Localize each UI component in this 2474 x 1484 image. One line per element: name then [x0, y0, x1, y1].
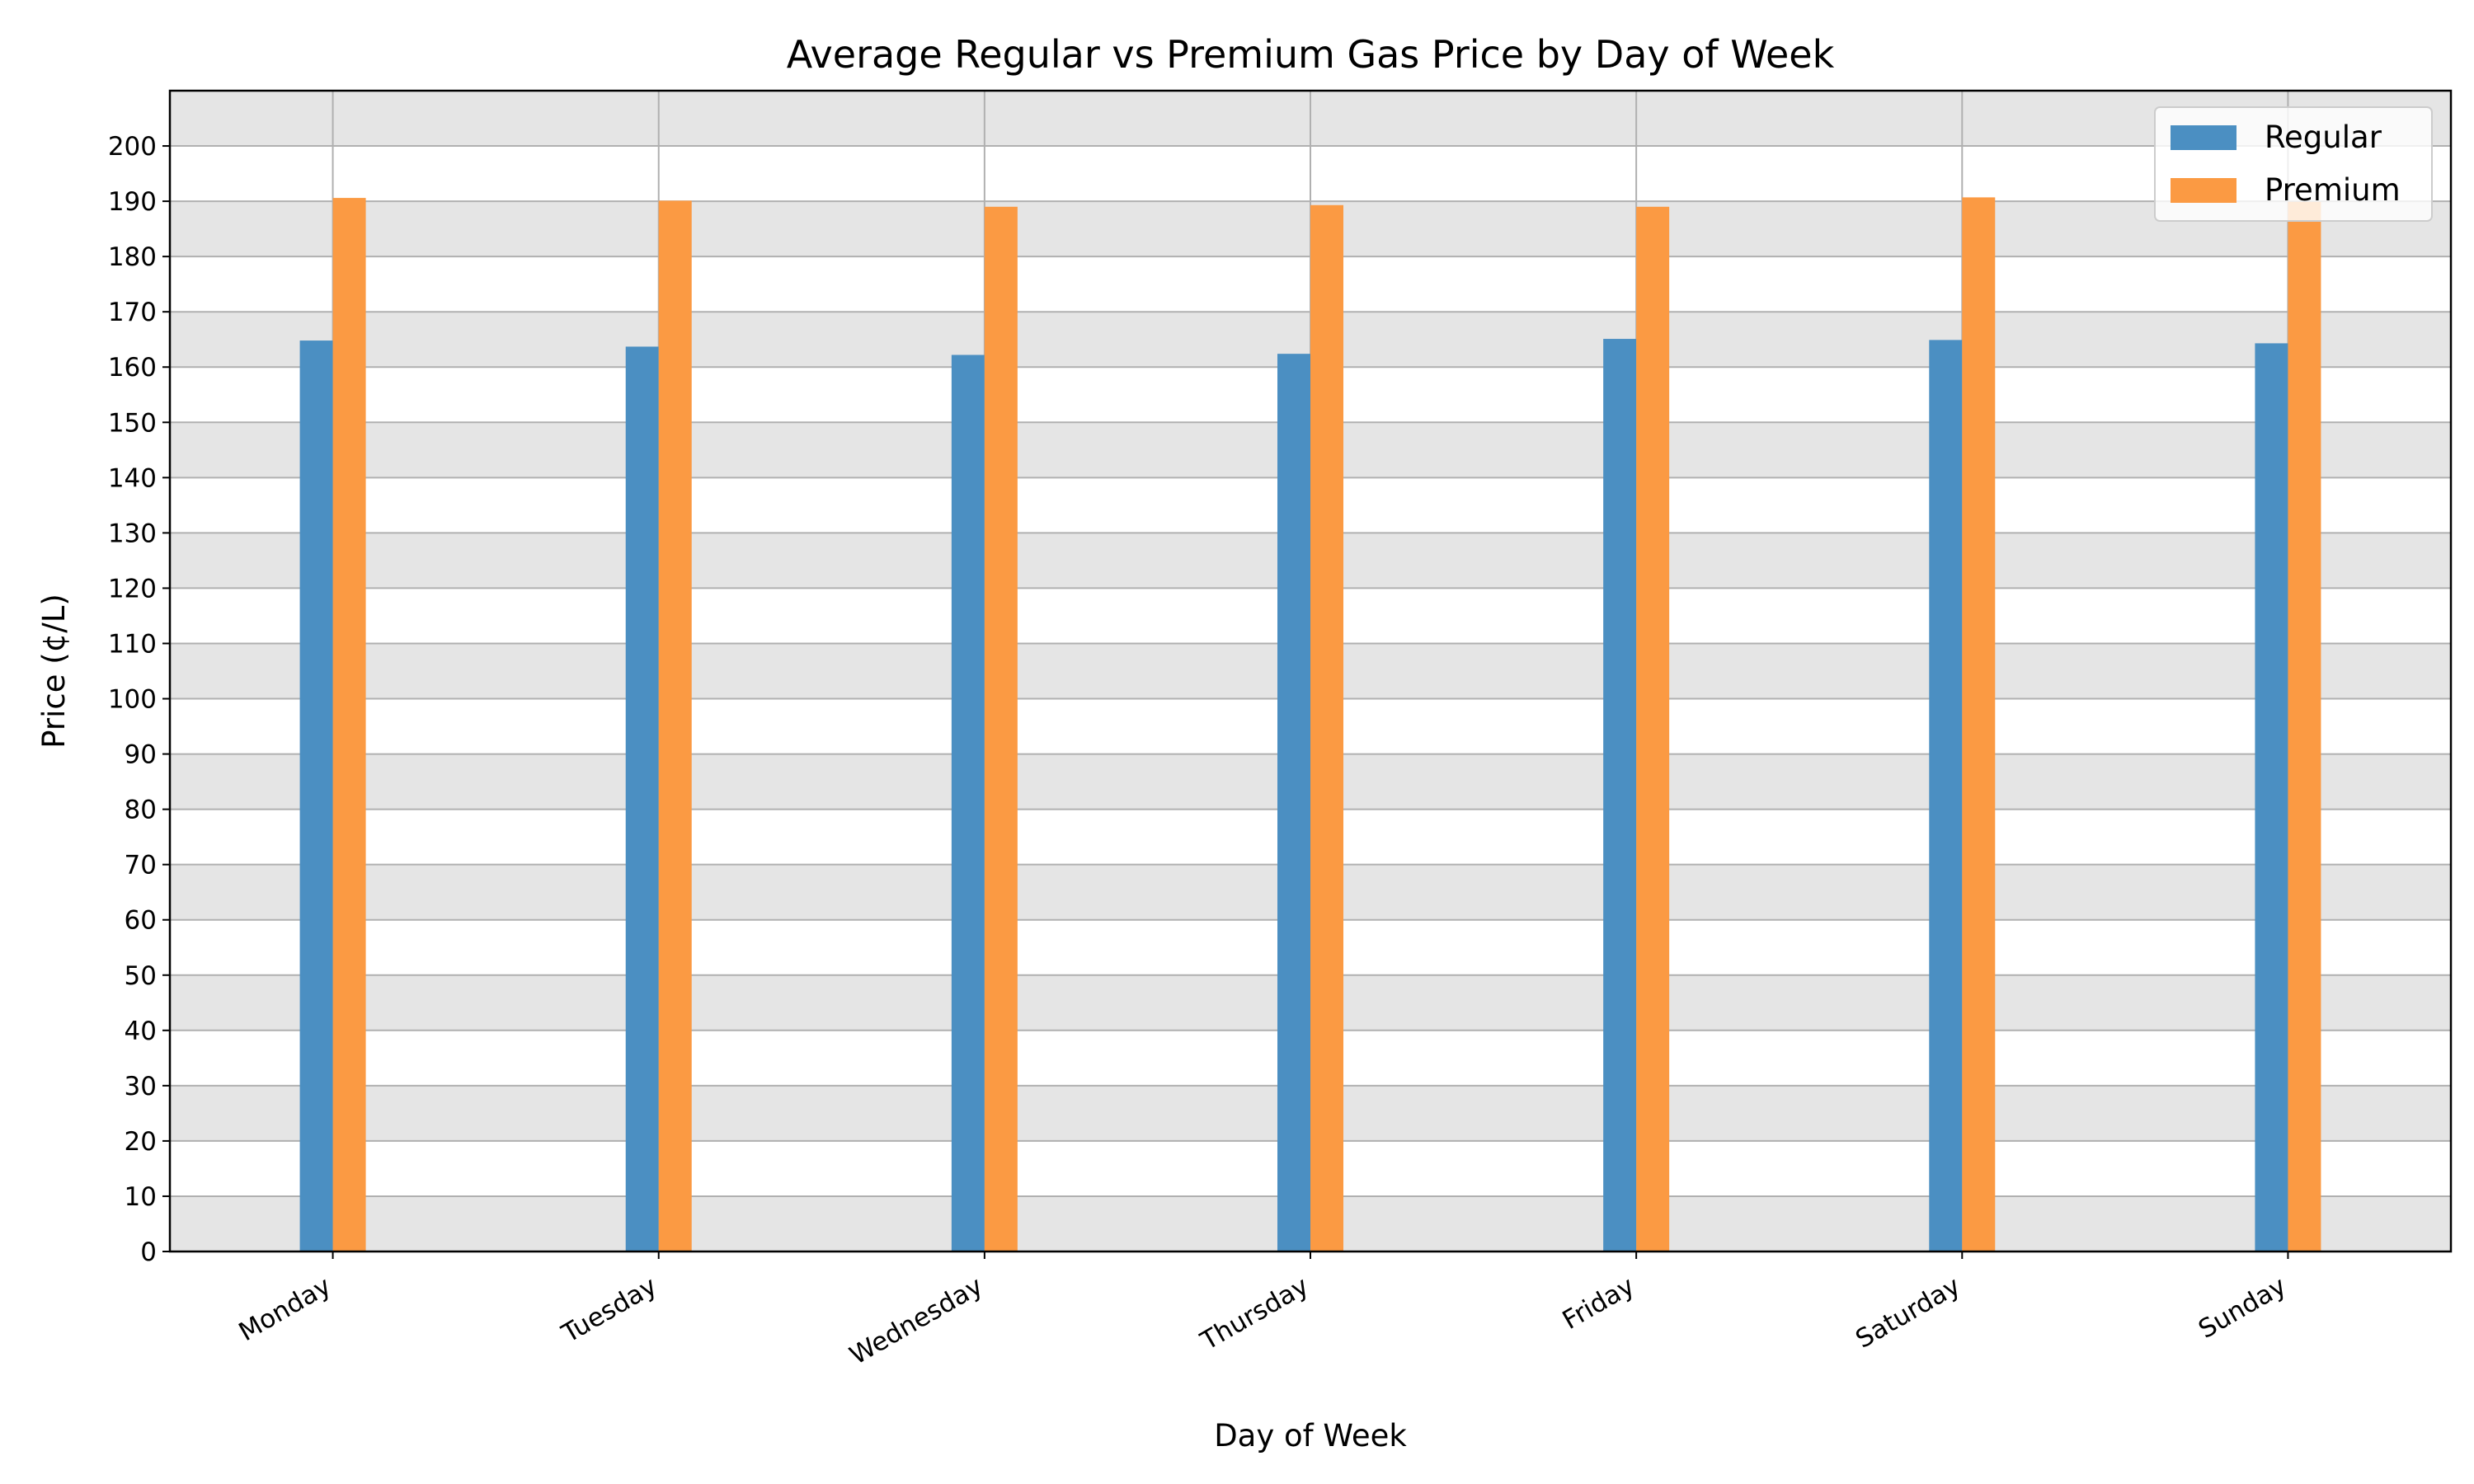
y-tick-label: 30 [125, 1072, 157, 1101]
y-tick-label: 70 [125, 851, 157, 881]
y-tick-label: 130 [108, 519, 157, 548]
bar-regular-monday [299, 340, 333, 1252]
y-axis-ticks: 0 10 20 30 40 50 60 70 80 90 100 110 120 130 140 150 160… [108, 132, 170, 1267]
y-tick-label: 160 [108, 353, 157, 383]
y-tick-label: 150 [108, 408, 157, 438]
legend-swatch-regular [2171, 125, 2236, 150]
bar-premium-friday [1636, 206, 1670, 1252]
x-axis-ticks: Monday Tuesday Wednesday Thursday Friday Satu… [234, 1252, 2291, 1371]
y-tick-label: 40 [125, 1017, 157, 1046]
x-tick-label-sunday: Sunday [2194, 1271, 2291, 1345]
bar-regular-wednesday [951, 355, 985, 1252]
bar-regular-friday [1603, 339, 1637, 1252]
legend: Regular Premium [2154, 106, 2433, 222]
x-tick-label-saturday: Saturday [1851, 1271, 1965, 1355]
x-tick-label-wednesday: Wednesday [844, 1271, 987, 1371]
y-axis-label: Price (¢/L) [36, 594, 72, 749]
bar-premium-thursday [1310, 204, 1343, 1252]
y-tick-label: 200 [108, 132, 157, 162]
bar-regular-tuesday [625, 346, 659, 1252]
bar-premium-wednesday [984, 206, 1018, 1252]
bar-premium-monday [332, 198, 366, 1252]
y-tick-label: 170 [108, 298, 157, 327]
legend-label-premium: Premium [2265, 172, 2401, 208]
y-tick-label: 100 [108, 685, 157, 715]
bar-premium-sunday [2288, 201, 2321, 1252]
x-tick-label-monday: Monday [234, 1271, 336, 1347]
y-tick-label: 80 [125, 796, 157, 825]
x-tick-label-thursday: Thursday [1195, 1271, 1314, 1357]
bar-regular-saturday [1929, 340, 1963, 1252]
chart-title: Average Regular vs Premium Gas Price by … [787, 32, 1835, 77]
bar-regular-thursday [1277, 354, 1310, 1252]
legend-swatch-premium [2171, 178, 2236, 203]
y-tick-label: 0 [140, 1237, 157, 1267]
y-tick-label: 90 [125, 740, 157, 770]
y-tick-label: 190 [108, 187, 157, 217]
y-tick-label: 60 [125, 906, 157, 936]
bar-premium-saturday [1962, 197, 1996, 1252]
x-axis-label: Day of Week [1214, 1418, 1407, 1453]
y-tick-label: 50 [125, 961, 157, 991]
legend-label-regular: Regular [2265, 120, 2382, 155]
bar-premium-tuesday [658, 200, 692, 1252]
x-tick-label-tuesday: Tuesday [557, 1271, 662, 1350]
y-tick-label: 140 [108, 463, 157, 493]
y-tick-label: 110 [108, 629, 157, 659]
y-tick-label: 180 [108, 242, 157, 272]
x-tick-label-friday: Friday [1558, 1271, 1639, 1336]
y-tick-label: 10 [125, 1182, 157, 1212]
y-tick-label: 120 [108, 574, 157, 603]
bar-regular-sunday [2255, 343, 2288, 1252]
y-tick-label: 20 [125, 1127, 157, 1157]
bars [299, 197, 2321, 1252]
